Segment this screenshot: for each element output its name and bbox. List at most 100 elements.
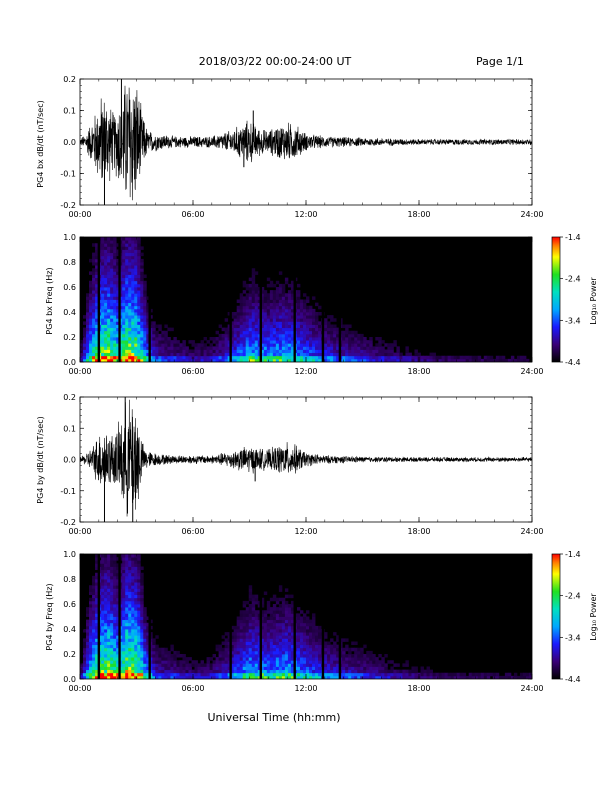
spectrogram-cell [140, 287, 144, 291]
spectrogram-cell [113, 604, 117, 608]
spectrogram-cell [296, 638, 301, 642]
spectrogram-cell [251, 625, 256, 630]
spectrogram-cell [302, 308, 307, 313]
spectrogram-cell [269, 629, 274, 633]
spectrogram-cell [248, 675, 253, 679]
spectrogram-cell [86, 657, 90, 661]
spectrogram-cell [134, 575, 138, 580]
spectrogram-cell [131, 237, 135, 241]
spectrogram-cell [348, 337, 352, 341]
spectrogram-cell [351, 346, 355, 350]
spectrogram-cell [315, 632, 319, 636]
spectrogram-cell [287, 660, 292, 664]
spectrogram-cell [278, 321, 283, 325]
spectrogram-cell [95, 318, 99, 322]
spectrogram-cell [290, 604, 295, 608]
spectrogram-cell [200, 352, 204, 357]
spectrogram-cell [266, 657, 271, 661]
spectrogram-cell [299, 644, 304, 649]
spectrogram-cell [324, 669, 328, 674]
spectrogram-cell [299, 672, 304, 677]
spectrogram-cell [122, 560, 126, 564]
spectrogram-cell [107, 607, 111, 611]
spectrogram-cell [104, 635, 108, 639]
spectrogram-cell [324, 349, 328, 354]
spectrogram-cell [387, 669, 391, 674]
spectrogram-cell [360, 340, 364, 344]
spectrogram-cell [134, 660, 138, 664]
spectrogram-cell [95, 280, 99, 285]
spectrogram-cell [185, 349, 189, 354]
spectrogram-cell [278, 625, 283, 630]
spectrogram-cell [245, 337, 250, 341]
spectrogram-cell [375, 343, 379, 347]
spectrogram-cell [110, 293, 114, 297]
spectrogram-cell [242, 641, 247, 646]
spectrogram-cell [239, 346, 244, 350]
spectrogram-cell [137, 563, 141, 567]
spectrogram-cell [290, 629, 295, 633]
spectrogram-cell [116, 355, 120, 360]
spectrogram-cell [450, 672, 455, 677]
spectrogram-cell [161, 349, 165, 354]
spectrogram-cell [125, 594, 129, 599]
spectrogram-cell [266, 355, 271, 360]
spectrogram-cell [519, 355, 524, 360]
spectrogram-cell [366, 672, 370, 677]
spectrogram-cell [312, 629, 316, 633]
spectrogram-cell [179, 675, 183, 679]
spectrogram-cell [302, 654, 307, 658]
spectrogram-cell [227, 641, 232, 646]
spectrogram-cell [128, 554, 132, 558]
spectrogram-cell [254, 669, 259, 674]
spectrogram-cell [306, 650, 310, 655]
spectrogram-cell [104, 290, 108, 294]
spectrogram-cell [251, 669, 256, 674]
spectrogram-cell [302, 641, 307, 646]
spectrogram-cell [435, 675, 439, 679]
spectrogram-cell [110, 644, 114, 649]
spectrogram-cell [116, 588, 120, 592]
spectrogram-cell [248, 663, 253, 667]
spectrogram-cell [206, 675, 210, 679]
spectrogram-cell [299, 616, 304, 621]
spectrogram-cell [101, 600, 105, 605]
spectrogram-cell [236, 330, 241, 335]
spectrogram-cell [215, 349, 220, 354]
spectrogram-cell [137, 654, 141, 658]
spectrogram-cell [143, 324, 147, 329]
spectrogram-cell [146, 296, 150, 300]
spectrogram-cell [221, 647, 226, 652]
spectrogram-cell [221, 663, 226, 667]
spectrogram-cell [263, 657, 268, 661]
spectrogram-cell [330, 672, 334, 677]
spectrogram-cell [137, 271, 141, 275]
spectrogram-cell [86, 330, 90, 335]
spectrogram-cell [107, 271, 111, 275]
page-label: Page 1/1 [476, 55, 524, 68]
spectrogram-cell [110, 647, 114, 652]
spectrogram-cell [104, 287, 108, 291]
spectrogram-cell [423, 358, 427, 362]
spectrogram-cell [324, 355, 328, 360]
spectrogram-cell [333, 340, 337, 344]
spectrogram-cell [197, 669, 201, 674]
spectrogram-cell [95, 337, 99, 341]
spectrogram-cell [266, 333, 271, 338]
spectrogram-cell [390, 666, 394, 671]
spectrogram-cell [152, 324, 156, 329]
spectrogram-cell [287, 625, 292, 630]
spectrogram-cell [113, 312, 117, 316]
spectrogram-cell [128, 302, 132, 307]
spectrogram-cell [104, 283, 108, 288]
spectrogram-cell [131, 352, 135, 357]
spectrogram-cell [296, 619, 301, 624]
spectrogram-cell [110, 249, 114, 254]
spectrogram-cell [381, 675, 385, 679]
spectrogram-cell [333, 641, 337, 646]
spectrogram-cell [284, 625, 289, 630]
spectrogram-cell [302, 613, 307, 617]
colorbar-tick-label: -2.4 [565, 592, 581, 601]
spectrogram-cell [131, 280, 135, 285]
spectrogram-cell [110, 262, 114, 266]
